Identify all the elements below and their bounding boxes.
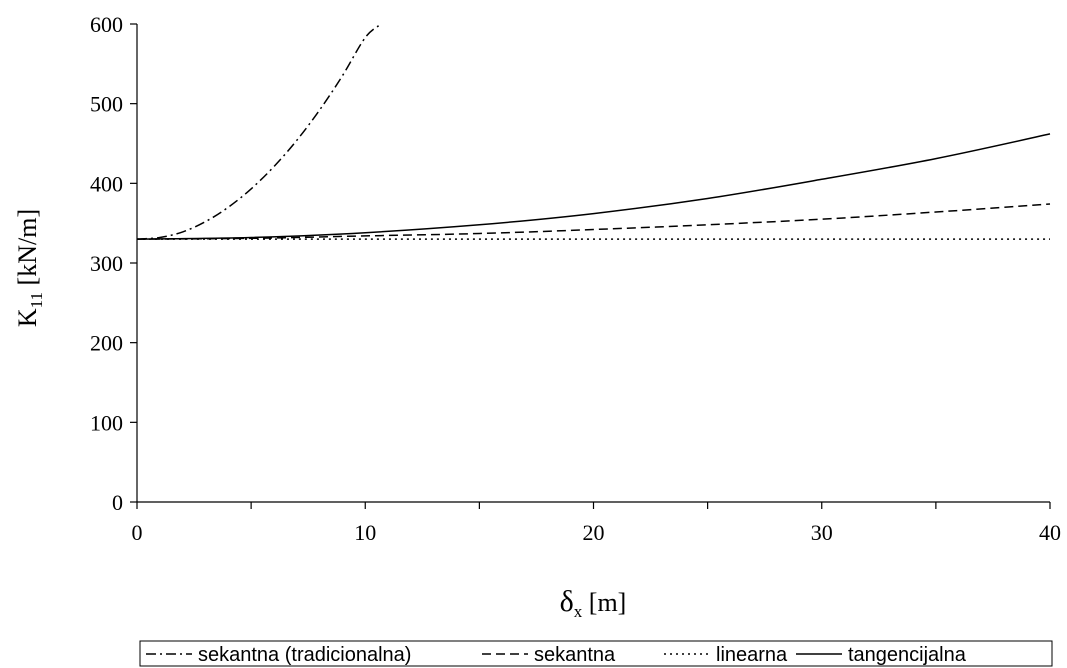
x-tick-label: 30 xyxy=(811,520,833,545)
y-tick-label: 0 xyxy=(112,490,123,515)
y-axis-ticks: 0 100 200 300 400 500 600 xyxy=(90,12,137,515)
x-tick-label: 40 xyxy=(1039,520,1061,545)
x-axis-ticks: 0 10 20 30 40 xyxy=(132,502,1061,545)
x-tick-label: 10 xyxy=(354,520,376,545)
series-line-1 xyxy=(136,203,1051,240)
series-line-0 xyxy=(136,23,382,240)
legend: sekantna (tradicionalna) sekantna linearna… xyxy=(139,640,1053,667)
x-axis-title: δx [m] xyxy=(560,585,627,621)
legend-label-1: sekantna xyxy=(534,644,616,666)
y-tick-label: 500 xyxy=(90,92,123,117)
series-layer xyxy=(136,23,1051,240)
legend-label-3: tangencijalna xyxy=(848,644,967,666)
legend-box xyxy=(139,640,1053,667)
legend-label-0: sekantna (tradicionalna) xyxy=(198,644,411,666)
legend-label-2: linearna xyxy=(716,644,788,666)
y-tick-label: 200 xyxy=(90,331,123,356)
x-tick-label: 20 xyxy=(583,520,605,545)
x-tick-label: 0 xyxy=(132,520,143,545)
series-line-3 xyxy=(136,133,1051,240)
y-tick-label: 600 xyxy=(90,12,123,37)
y-tick-label: 100 xyxy=(90,410,123,435)
y-tick-label: 400 xyxy=(90,171,123,196)
plot-area xyxy=(136,24,1050,503)
y-tick-label: 300 xyxy=(90,251,123,276)
y-axis-title: K11 [kN/m] xyxy=(13,209,46,327)
